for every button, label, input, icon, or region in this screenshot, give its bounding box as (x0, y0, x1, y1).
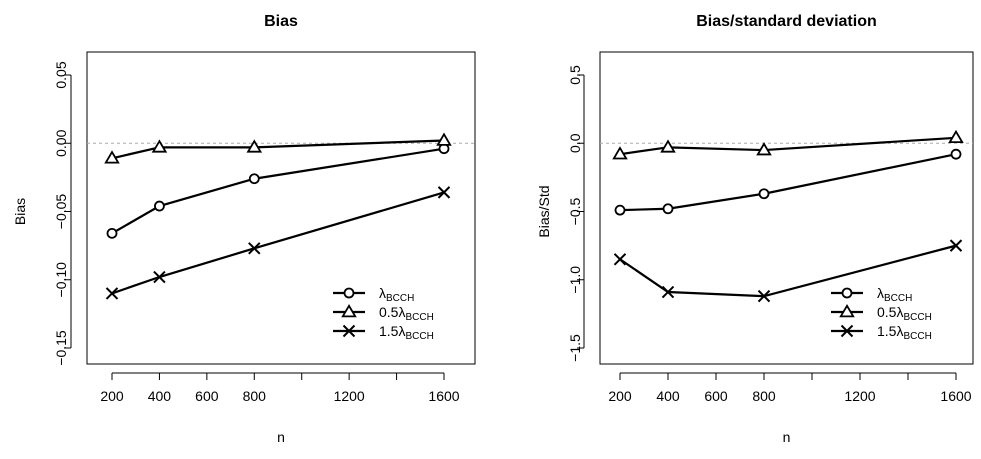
legend-item: λBCCH (333, 285, 414, 304)
data-point-cross (661, 285, 675, 299)
legend-label: 0.5λBCCH (379, 304, 434, 323)
data-point-triangle (948, 129, 964, 144)
x-tick-label: 600 (195, 388, 219, 404)
data-point-triangle (104, 150, 120, 164)
x-tick-label: 800 (243, 388, 267, 404)
data-point-cross (105, 287, 119, 300)
y-tick-label: 0.0 (567, 133, 583, 153)
legend-label: 1.5λBCCH (877, 323, 932, 342)
legend-item: 0.5λBCCH (831, 304, 932, 323)
legend-marker-cross (342, 324, 356, 338)
series-triangle (104, 132, 452, 164)
legend-item: 1.5λBCCH (831, 323, 932, 342)
y-tick-label: 0.00 (53, 129, 69, 156)
plot-frame (599, 51, 974, 365)
legend-label: 0.5λBCCH (877, 304, 932, 323)
data-point-circle (154, 200, 165, 212)
series-cross (613, 239, 963, 303)
data-point-triangle (612, 146, 628, 160)
plot-frame (86, 51, 476, 365)
data-point-cross (949, 239, 963, 252)
y-tick-label: −1.0 (567, 266, 583, 294)
data-point-triangle (151, 139, 168, 153)
x-axis-label: n (783, 429, 791, 445)
series-circle (106, 143, 450, 239)
series-line (111, 139, 445, 160)
series-triangle (612, 129, 964, 160)
x-axis-label: n (277, 429, 285, 445)
y-tick-label: −0.05 (53, 194, 69, 230)
data-point-triangle (756, 142, 772, 156)
legend-item: 0.5λBCCH (333, 304, 434, 323)
x-tick-label: 1200 (844, 388, 875, 404)
x-tick-label: 800 (752, 388, 776, 404)
series-line (619, 244, 957, 298)
legend-label: λBCCH (877, 285, 912, 304)
y-tick-label: −0.5 (567, 197, 583, 225)
data-point-circle (758, 188, 770, 200)
x-tick-label: 200 (608, 388, 632, 404)
chart-title: Bias (264, 13, 298, 30)
legend-item: 1.5λBCCH (333, 323, 434, 342)
data-point-cross (757, 289, 771, 303)
data-point-circle (662, 203, 674, 215)
series-line (619, 153, 957, 212)
data-point-circle (248, 173, 260, 185)
x-tick-label: 200 (100, 388, 124, 404)
y-axis-label: Bias/Std (536, 185, 552, 237)
legend-label: λBCCH (379, 285, 414, 304)
chart-panel-2: Bias/standard deviation n Bias/Std 200 400 60… (536, 13, 974, 445)
x-tick-label: 1600 (940, 388, 971, 404)
data-point-circle (950, 148, 962, 160)
y-axis-label: Bias (12, 198, 28, 225)
data-point-triangle (246, 139, 263, 153)
chart-panel-1: Bias n Bias 200 400 600 800 1200 1600 −0.15 −0.10 −… (12, 13, 476, 445)
data-point-cross (153, 270, 166, 284)
series-line (111, 191, 445, 295)
series-line (111, 147, 445, 235)
y-tick-label: −1.5 (567, 334, 583, 362)
legend-label: 1.5λBCCH (379, 323, 434, 342)
data-point-triangle (660, 139, 676, 153)
x-tick-label: 400 (148, 388, 172, 404)
series-cross (105, 186, 451, 300)
y-tick-label: −0.10 (53, 262, 69, 298)
data-point-cross (613, 253, 627, 266)
x-tick-label: 400 (656, 388, 680, 404)
legend-marker-circle (343, 287, 355, 299)
chart-title: Bias/standard deviation (696, 13, 877, 30)
legend-item: λBCCH (831, 285, 912, 304)
y-tick-label: −0.15 (53, 330, 69, 366)
series-line (619, 136, 957, 156)
x-tick-label: 600 (704, 388, 728, 404)
legend-marker-circle (841, 287, 853, 299)
x-tick-label: 1600 (428, 388, 459, 404)
legend-marker-triangle (839, 304, 855, 318)
series-circle (614, 148, 962, 216)
x-tick-label: 1200 (334, 388, 365, 404)
data-point-triangle (436, 132, 452, 146)
y-tick-label: 0.05 (53, 61, 69, 88)
legend-marker-triangle (341, 304, 357, 318)
data-point-cross (437, 186, 451, 199)
data-point-circle (106, 227, 118, 239)
data-point-cross (248, 242, 261, 255)
legend-marker-cross (840, 324, 854, 338)
y-tick-label: 0.5 (567, 65, 583, 85)
data-point-circle (614, 204, 626, 216)
